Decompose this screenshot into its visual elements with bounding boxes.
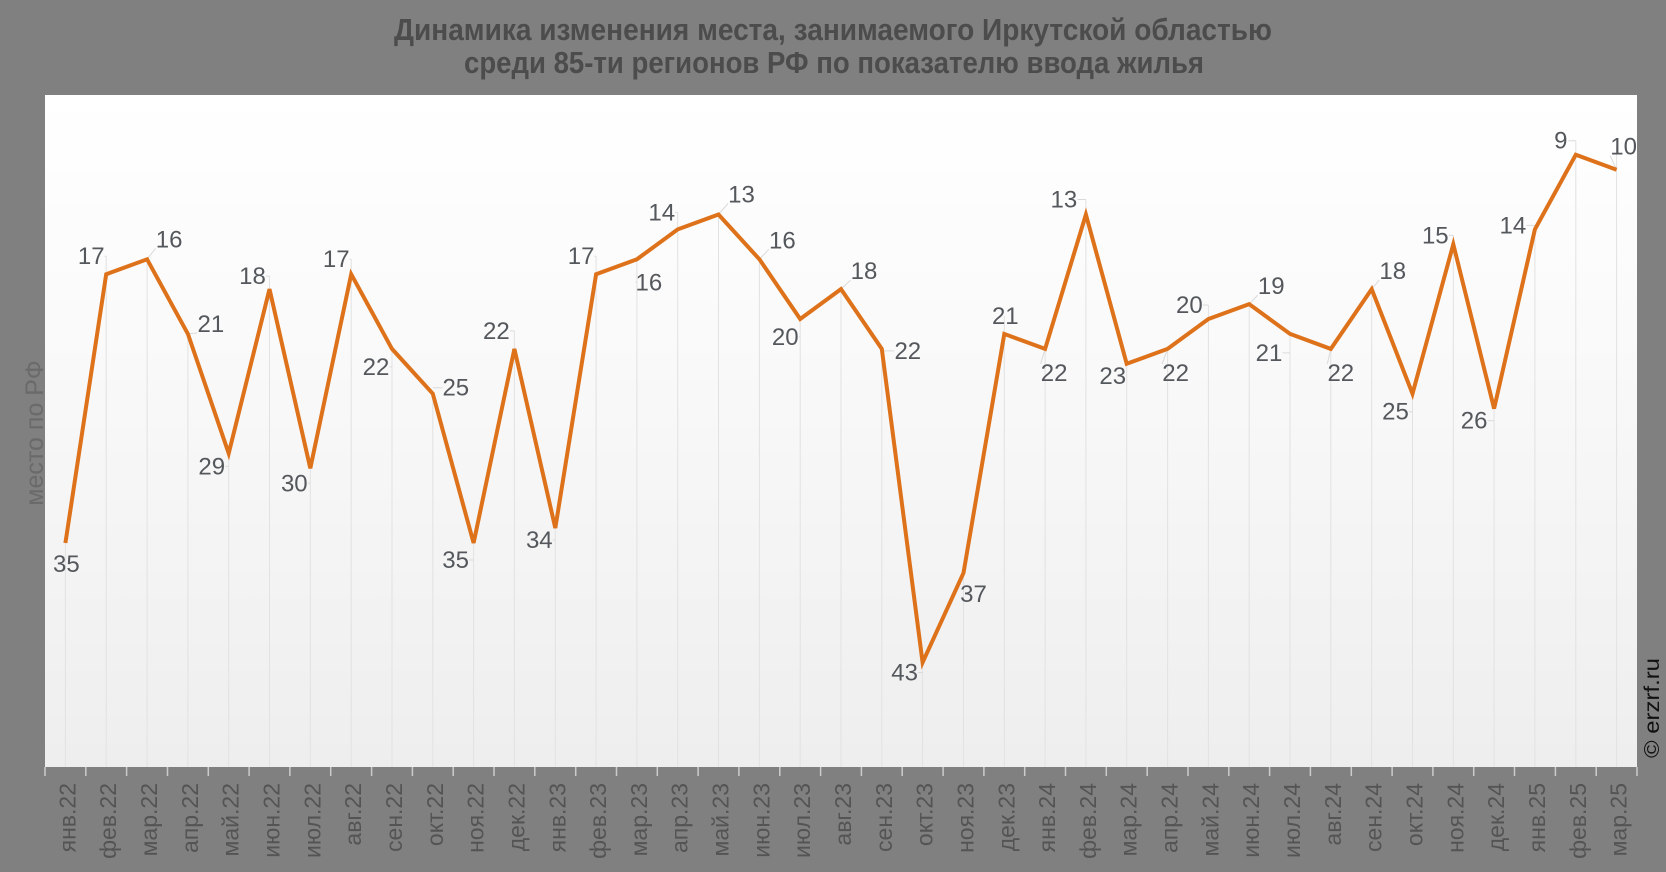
svg-text:13: 13 bbox=[728, 182, 755, 209]
svg-text:35: 35 bbox=[53, 551, 80, 578]
svg-text:© erzrf.ru: © erzrf.ru bbox=[1641, 658, 1664, 758]
svg-text:14: 14 bbox=[648, 199, 675, 226]
svg-text:июн.24: июн.24 bbox=[1238, 783, 1264, 858]
svg-text:14: 14 bbox=[1500, 212, 1527, 239]
svg-text:43: 43 bbox=[891, 660, 918, 687]
svg-text:авг.24: авг.24 bbox=[1320, 783, 1346, 846]
svg-text:22: 22 bbox=[483, 318, 510, 345]
svg-text:16: 16 bbox=[769, 227, 796, 254]
svg-text:18: 18 bbox=[1379, 258, 1406, 285]
svg-text:35: 35 bbox=[442, 547, 469, 574]
svg-text:июл.22: июл.22 bbox=[299, 783, 325, 858]
svg-text:ноя.22: ноя.22 bbox=[463, 783, 489, 853]
svg-text:апр.22: апр.22 bbox=[177, 783, 203, 853]
svg-text:21: 21 bbox=[198, 311, 225, 338]
svg-text:22: 22 bbox=[1162, 360, 1189, 387]
svg-text:сен.22: сен.22 bbox=[381, 783, 407, 852]
svg-text:37: 37 bbox=[960, 581, 987, 608]
svg-text:авг.22: авг.22 bbox=[340, 783, 366, 846]
svg-text:апр.23: апр.23 bbox=[667, 783, 693, 853]
svg-text:янв.22: янв.22 bbox=[54, 783, 80, 852]
svg-text:21: 21 bbox=[992, 303, 1019, 330]
svg-text:июн.22: июн.22 bbox=[259, 783, 285, 858]
svg-text:20: 20 bbox=[772, 324, 799, 351]
svg-text:среди 85-ти регионов РФ по пок: среди 85-ти регионов РФ по показателю вв… bbox=[464, 45, 1204, 80]
svg-text:16: 16 bbox=[636, 269, 663, 296]
svg-text:фев.23: фев.23 bbox=[585, 783, 611, 859]
svg-text:26: 26 bbox=[1461, 408, 1488, 435]
svg-text:дек.22: дек.22 bbox=[503, 783, 529, 851]
svg-text:29: 29 bbox=[198, 453, 225, 480]
svg-text:янв.24: янв.24 bbox=[1034, 783, 1060, 853]
svg-text:мар.22: мар.22 bbox=[136, 783, 162, 856]
svg-text:20: 20 bbox=[1176, 292, 1203, 319]
svg-text:25: 25 bbox=[442, 375, 469, 402]
svg-text:место по РФ: место по РФ bbox=[21, 360, 49, 505]
svg-text:13: 13 bbox=[1051, 187, 1078, 214]
svg-text:сен.23: сен.23 bbox=[871, 783, 897, 852]
svg-text:июн.23: июн.23 bbox=[748, 783, 774, 858]
svg-text:май.22: май.22 bbox=[218, 783, 244, 856]
svg-text:22: 22 bbox=[363, 354, 390, 381]
svg-text:мар.24: мар.24 bbox=[1116, 783, 1142, 857]
svg-text:34: 34 bbox=[526, 527, 553, 554]
svg-text:дек.23: дек.23 bbox=[993, 783, 1019, 851]
svg-text:15: 15 bbox=[1422, 222, 1449, 249]
svg-text:май.23: май.23 bbox=[708, 783, 734, 856]
svg-text:17: 17 bbox=[78, 243, 105, 270]
svg-text:19: 19 bbox=[1258, 273, 1285, 300]
svg-text:фев.25: фев.25 bbox=[1565, 783, 1591, 859]
svg-text:ноя.23: ноя.23 bbox=[953, 783, 979, 853]
svg-text:22: 22 bbox=[894, 338, 921, 365]
svg-text:авг.23: авг.23 bbox=[830, 783, 856, 846]
svg-text:июл.23: июл.23 bbox=[789, 783, 815, 858]
svg-text:9: 9 bbox=[1554, 128, 1567, 155]
svg-text:30: 30 bbox=[281, 470, 308, 497]
svg-text:Динамика изменения места, зани: Динамика изменения места, занимаемого Ир… bbox=[394, 12, 1272, 47]
svg-text:18: 18 bbox=[851, 258, 878, 285]
svg-text:сен.24: сен.24 bbox=[1361, 783, 1387, 852]
svg-text:окт.22: окт.22 bbox=[422, 783, 448, 846]
svg-text:ноя.24: ноя.24 bbox=[1442, 783, 1468, 853]
svg-text:май.24: май.24 bbox=[1197, 783, 1223, 857]
svg-text:фев.22: фев.22 bbox=[95, 783, 121, 859]
svg-text:17: 17 bbox=[568, 243, 595, 270]
svg-text:22: 22 bbox=[1041, 360, 1068, 387]
svg-text:16: 16 bbox=[156, 226, 183, 253]
svg-text:янв.25: янв.25 bbox=[1524, 783, 1550, 852]
svg-text:июл.24: июл.24 bbox=[1279, 783, 1305, 858]
svg-text:мар.25: мар.25 bbox=[1606, 783, 1632, 856]
svg-text:18: 18 bbox=[239, 263, 266, 290]
svg-text:апр.24: апр.24 bbox=[1157, 783, 1183, 853]
svg-text:25: 25 bbox=[1382, 399, 1409, 426]
svg-text:мар.23: мар.23 bbox=[626, 783, 652, 856]
svg-text:дек.24: дек.24 bbox=[1483, 783, 1509, 851]
svg-text:21: 21 bbox=[1256, 340, 1283, 367]
svg-text:окт.24: окт.24 bbox=[1402, 783, 1428, 846]
svg-text:23: 23 bbox=[1099, 363, 1126, 390]
svg-text:окт.23: окт.23 bbox=[912, 783, 938, 846]
svg-text:22: 22 bbox=[1327, 360, 1354, 387]
svg-text:10: 10 bbox=[1610, 134, 1637, 161]
svg-text:фев.24: фев.24 bbox=[1075, 783, 1101, 859]
svg-text:янв.23: янв.23 bbox=[544, 783, 570, 852]
svg-text:17: 17 bbox=[323, 246, 350, 273]
